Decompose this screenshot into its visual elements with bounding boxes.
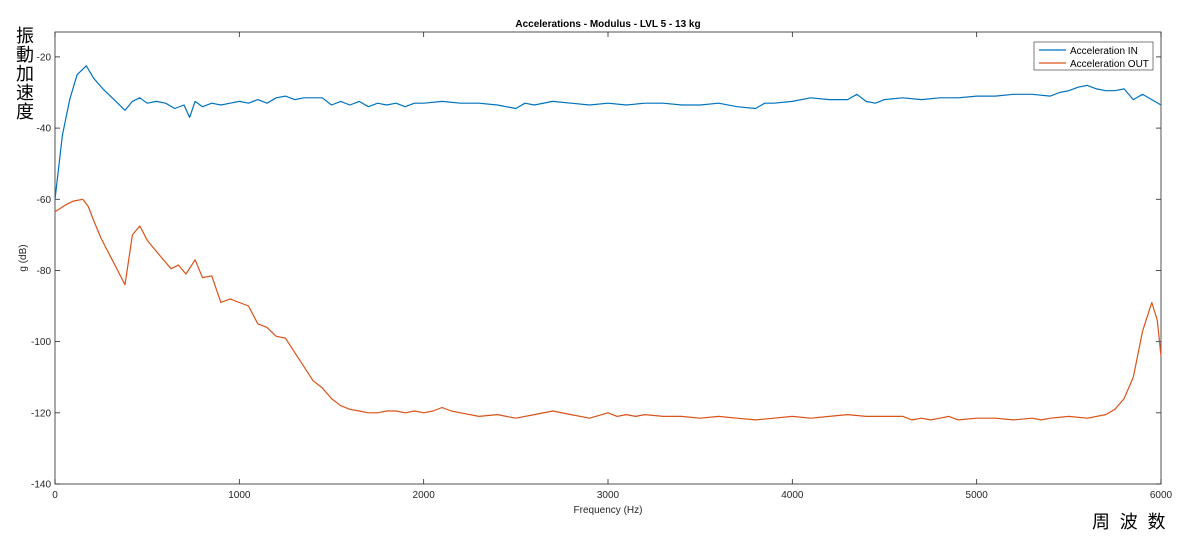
legend-label-acceleration-in: Acceleration IN — [1070, 46, 1138, 57]
tick-label-y-neg40: -40 — [37, 124, 52, 135]
vertical-annotation: 振動加速度 — [13, 26, 34, 121]
chart-title: Accelerations - Modulus - LVL 5 - 13 kg — [515, 19, 700, 30]
legend-label-acceleration-out: Acceleration OUT — [1070, 59, 1149, 70]
tick-label-x-1000: 1000 — [228, 490, 251, 501]
tick-label-y-neg140: -140 — [31, 480, 51, 491]
tick-label-y-neg100: -100 — [31, 337, 51, 348]
tick-label-x-6000: 6000 — [1150, 490, 1173, 501]
tick-label-y-neg120: -120 — [31, 408, 51, 419]
series-line-acceleration-out — [54, 198, 1162, 421]
tick-label-y-neg60: -60 — [37, 195, 52, 206]
legend: Acceleration IN Acceleration OUT — [1033, 41, 1154, 71]
tick-label-y-neg20: -20 — [37, 52, 52, 63]
tick-label-x-2000: 2000 — [413, 490, 436, 501]
tick-label-x-5000: 5000 — [966, 490, 989, 501]
tick-label-y-neg80: -80 — [37, 266, 52, 277]
series-layer — [54, 65, 1162, 421]
axis-ticks: 0 1000 2000 3000 4000 5000 6000 -140 -120 -100 -80… — [31, 32, 1173, 501]
tick-label-x-4000: 4000 — [781, 490, 804, 501]
tick-label-x-3000: 3000 — [597, 490, 620, 501]
legend-box — [1033, 41, 1154, 71]
y-axis-label: g (dB) — [18, 244, 29, 271]
tick-label-x-0: 0 — [52, 490, 58, 501]
bottom-annotation: 周 波 数 — [1092, 512, 1168, 533]
series-line-acceleration-in — [54, 65, 1162, 200]
plot-area — [54, 31, 1162, 485]
x-axis-label: Frequency (Hz) — [574, 505, 643, 516]
